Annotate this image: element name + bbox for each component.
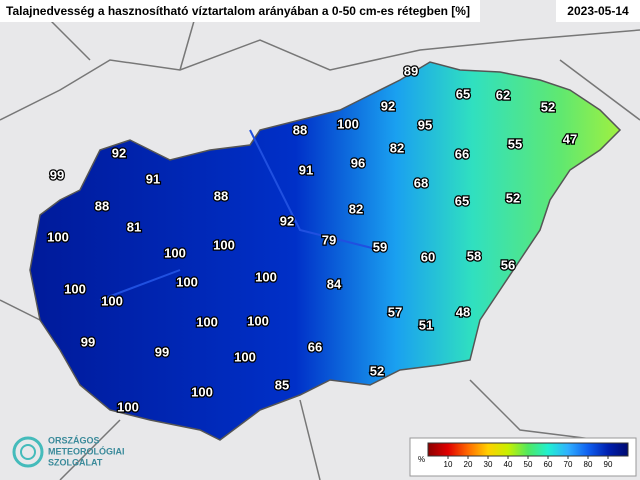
station-value: 52	[506, 190, 520, 205]
legend-tick-label: 60	[544, 460, 553, 469]
date: 2023-05-14	[567, 4, 629, 18]
station-value: 100	[101, 293, 123, 308]
station-value: 47	[563, 131, 577, 146]
station-value: 92	[112, 145, 126, 160]
hungary	[29, 61, 622, 441]
station-value: 91	[146, 171, 160, 186]
title-box	[0, 0, 480, 22]
station-value: 88	[95, 198, 109, 213]
station-value: 92	[381, 98, 395, 113]
station-value: 82	[349, 201, 363, 216]
station-value: 92	[280, 213, 294, 228]
station-value: 51	[419, 317, 433, 332]
station-value: 100	[176, 274, 198, 289]
station-value: 100	[234, 349, 256, 364]
station-value: 65	[456, 86, 470, 101]
legend-tick-label: 90	[604, 460, 613, 469]
station-value: 99	[81, 334, 95, 349]
station-value: 66	[455, 146, 469, 161]
logo-text: SZOLGÁLAT	[48, 457, 103, 467]
station-value: 96	[351, 155, 365, 170]
station-value: 57	[388, 304, 402, 319]
station-value: 56	[501, 257, 515, 272]
station-value: 79	[322, 232, 336, 247]
legend-tick-label: 70	[564, 460, 573, 469]
station-value: 88	[293, 122, 307, 137]
logo-icon	[12, 436, 44, 468]
station-value: 85	[275, 377, 289, 392]
legend-tick-label: 40	[504, 460, 513, 469]
station-value: 99	[155, 344, 169, 359]
station-value: 68	[414, 175, 428, 190]
station-value: 91	[299, 162, 313, 177]
station-value: 100	[47, 229, 69, 244]
legend-tick-label: 20	[464, 460, 473, 469]
legend-tick-label: 30	[484, 460, 493, 469]
station-value: 82	[390, 140, 404, 155]
station-value: 88	[214, 188, 228, 203]
rivers	[99, 129, 381, 301]
title: Talajnedvesség a hasznosítható víztartal…	[6, 4, 470, 18]
station-value: 100	[255, 269, 277, 284]
station-value: 66	[308, 339, 322, 354]
legend: 10 20 30 40 50 60 70 80 90	[427, 442, 629, 469]
legend-tick-label: 10	[444, 460, 453, 469]
station-value: 55	[508, 136, 522, 151]
logo-text: METEOROLÓGIAI	[48, 445, 125, 456]
station-value: 100	[64, 281, 86, 296]
station-value: 100	[213, 237, 235, 252]
station-value: 59	[373, 239, 387, 254]
station-value: 48	[456, 304, 470, 319]
station-value: 84	[327, 276, 342, 291]
logo-text: ORSZÁGOS	[48, 435, 100, 445]
station-value: 100	[191, 384, 213, 399]
logo-icon-inner	[20, 444, 36, 460]
station-value: 52	[541, 99, 555, 114]
station-value: 100	[117, 399, 139, 414]
colorbar	[427, 442, 629, 457]
station-value: 100	[247, 313, 269, 328]
station-value: 65	[455, 193, 469, 208]
legend-tick-label: 50	[524, 460, 533, 469]
station-value: 100	[164, 245, 186, 260]
station-value: 58	[467, 248, 481, 263]
station-value: 95	[418, 117, 432, 132]
date-box	[556, 0, 640, 22]
station-value: 52	[370, 363, 384, 378]
station-value: 62	[496, 87, 510, 102]
station-value: 100	[337, 116, 359, 131]
values: 89 65 62 52 92 100 88 95 47 92 66 55 82 96 99 91 91 68 88 8…	[46, 62, 579, 416]
station-value: 89	[404, 63, 418, 78]
station-value: 60	[421, 249, 435, 264]
legend-tick-label: 80	[584, 460, 593, 469]
station-value: 100	[196, 314, 218, 329]
legend-unit: %	[418, 455, 425, 464]
station-value: 81	[127, 219, 141, 234]
station-value: 99	[50, 167, 64, 182]
